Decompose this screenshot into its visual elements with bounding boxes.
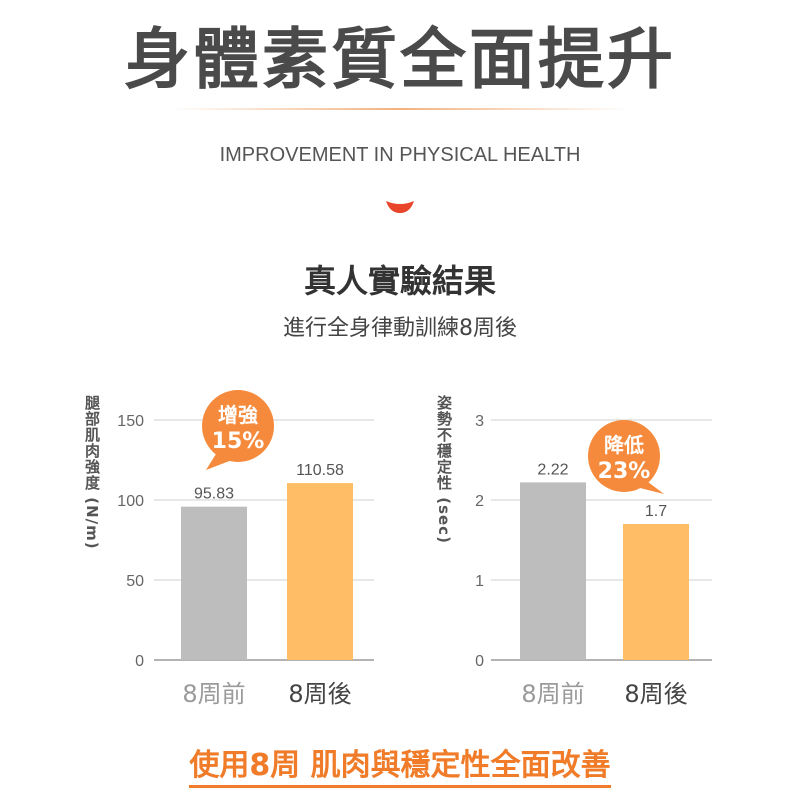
- y-tick-label: 2: [475, 493, 484, 510]
- footer-summary: 使用8周 肌肉與穩定性全面改善: [0, 740, 800, 788]
- bar-after: [623, 524, 689, 660]
- bar-before: [181, 506, 247, 660]
- y-tick-label: 3: [475, 413, 484, 430]
- callout-bubble: [202, 390, 274, 462]
- callout-label: 降低: [604, 433, 644, 457]
- page-title: 身體素質全面提升: [124, 21, 676, 98]
- footer-text: 使用8周 肌肉與穩定性全面改善: [189, 748, 611, 788]
- y-tick-label: 150: [117, 413, 144, 430]
- bar-value-label: 1.7: [645, 503, 667, 520]
- bar-value-label: 2.22: [537, 461, 568, 478]
- category-label: 8周後: [288, 680, 351, 708]
- y-tick-label: 50: [126, 573, 144, 590]
- callout-percent: 15%: [212, 429, 265, 454]
- smile-icon: [386, 201, 414, 213]
- y-tick-label: 1: [475, 573, 484, 590]
- callout-bubble: [588, 420, 660, 492]
- english-subtitle: IMPROVEMENT IN PHYSICAL HEALTH: [219, 144, 581, 166]
- callout-percent: 23%: [598, 459, 651, 484]
- callout-tail: [640, 482, 664, 494]
- bar-after: [287, 483, 353, 660]
- section-subtitle: 進行全身律動訓練8周後: [283, 316, 517, 341]
- charts-area: 0 50 100 150 腿部肌肉強度 (N/m) 95.83 8周前 110.58 8周後 增強…: [83, 390, 712, 708]
- bar-value-label: 110.58: [296, 462, 344, 479]
- section-title: 真人實驗結果: [303, 262, 496, 300]
- y-tick-label: 100: [117, 493, 144, 510]
- bar-before: [520, 482, 586, 660]
- y-tick-label: 0: [135, 653, 144, 670]
- y-tick-label: 0: [475, 653, 484, 670]
- category-label: 8周前: [521, 680, 584, 708]
- title-divider: [170, 108, 630, 110]
- category-label: 8周前: [182, 680, 245, 708]
- callout-label: 增強: [218, 403, 258, 427]
- category-label: 8周後: [624, 680, 687, 708]
- bar-value-label: 95.83: [194, 486, 234, 503]
- y-axis-label: 姿勢不穩定性 (sec): [435, 394, 453, 544]
- y-axis-label: 腿部肌肉強度 (N/m): [83, 395, 101, 550]
